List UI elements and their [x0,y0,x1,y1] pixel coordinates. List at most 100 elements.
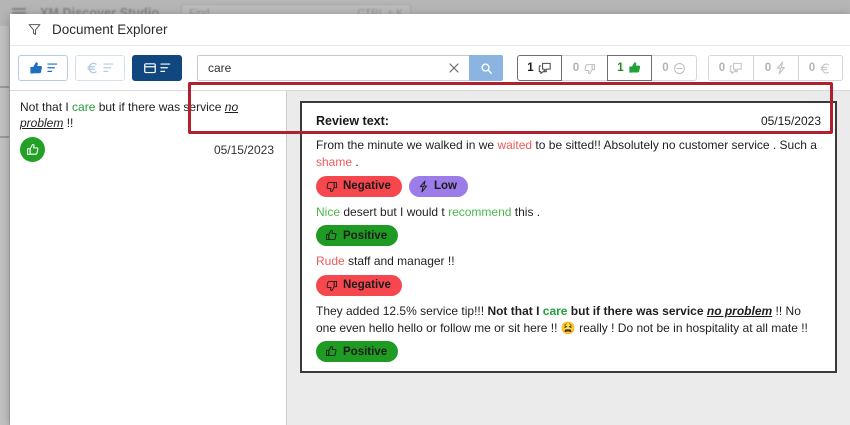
search-icon [480,62,492,74]
status-badge-negative[interactable]: Negative [316,274,402,296]
search-group: care [197,55,503,81]
review-date: 05/15/2023 [760,114,821,128]
chip-neutral-count: 0 [662,62,669,74]
app-left-rail [0,26,10,425]
document-snippet: Not that I care but if there was service… [20,99,274,131]
search-submit-button[interactable] [469,55,503,81]
review-badges: Negative [316,274,821,296]
lightning-bolt-icon [777,61,786,75]
chip-positive-count: 1 [617,62,624,74]
text-part-keyword: care [542,303,568,318]
document-meta-row: 05/15/2023 [20,137,274,163]
minus-circle-icon [673,62,685,74]
document-sentiment-badge [20,137,45,163]
chip-negative-count: 0 [572,62,580,74]
text-part: From the minute we walked in we [316,138,498,152]
review-sentence-text: From the minute we walked in we waited t… [316,137,821,172]
search-input-value: care [208,61,232,75]
thumbs-down-icon [326,181,337,192]
snippet-part: !! [63,116,74,131]
text-part-bold: Not that I [487,303,543,318]
status-badge-effort-low[interactable]: Low [408,175,468,197]
text-part-emphasis: no problem [706,303,773,318]
badge-label: Positive [343,345,388,358]
dialog-title: Document Explorer [52,22,168,37]
badge-label: Low [433,180,457,193]
snippet-part: Not that I [20,100,73,114]
text-part-negative: Rude [316,254,345,269]
document-detail-pane: Review text: 05/15/2023 From the minute … [287,91,850,425]
calendar-icon [144,63,156,74]
thumbs-up-icon [326,346,337,357]
review-label: Review text: [316,114,389,128]
document-explorer-dialog: Document Explorer [10,14,850,425]
chip-effort-all-count: 0 [718,62,726,74]
sort-descending-icon [103,63,114,72]
document-date: 05/15/2023 [213,142,274,157]
sort-descending-icon [160,63,171,72]
chip-negative[interactable]: 0 [562,55,607,81]
badge-label: Negative [343,180,391,193]
text-part-positive: Nice [316,204,341,219]
review-badges: Positive [316,341,821,363]
review-sentence-text: They added 12.5% service tip!!! Not that… [316,303,821,338]
text-part: to be sitted!! Absolutely no customer se… [532,138,817,152]
review-sentence-text: Nice desert but I would t recommend this… [316,204,821,221]
review-sentence-text: Rude staff and manager !! [316,253,821,270]
text-part: !! No one even hello hello or follow me … [316,303,801,335]
snippet-part: but if there was service [95,100,225,114]
thumbs-down-icon [584,63,596,74]
chip-effort-high[interactable]: 0 [753,55,798,81]
review-header: Review text: 05/15/2023 [316,114,821,128]
emoji-icon: 😫 [560,320,576,335]
sort-descending-icon [46,63,57,72]
dialog-header: Document Explorer [10,14,850,46]
text-part: . [352,155,359,170]
review-sentence-block: Rude staff and manager !! Negative [316,253,821,296]
document-list-item[interactable]: Not that I care but if there was service… [10,91,286,170]
review-card: Review text: 05/15/2023 From the minute … [300,101,837,373]
badge-label: Negative [343,279,391,292]
chip-positive[interactable]: 1 [607,55,652,81]
sort-by-effort-button[interactable] [75,55,125,81]
thumbs-up-icon [629,62,640,73]
chip-effort-low[interactable]: 0 [798,55,843,81]
explorer-body: Not that I care but if there was service… [10,90,850,425]
text-part-positive: recommend [448,204,512,219]
status-badge-negative[interactable]: Negative [316,175,402,197]
text-part: really ! Do not be in hospitality at all… [575,320,808,335]
chip-neutral[interactable]: 0 [652,55,697,81]
explorer-toolbar: care 1 [10,46,850,134]
euro-effort-icon [87,62,97,74]
text-part: desert but I would t [340,204,449,219]
review-badges: Positive [316,225,821,247]
review-sentence-block: They added 12.5% service tip!!! Not that… [316,303,821,363]
search-input[interactable]: care [197,55,469,81]
sort-by-date-button[interactable] [132,55,182,81]
badge-label: Positive [343,229,388,242]
sentiment-filter-group: 1 0 1 0 [517,55,697,81]
filter-funnel-icon [28,24,41,36]
text-part-negative: waited [497,138,533,152]
sort-by-sentiment-button[interactable] [18,55,68,81]
thumbs-up-icon [326,230,337,241]
thumbs-down-icon [326,280,337,291]
text-part: this . [511,204,541,219]
chip-effort-low-count: 0 [808,62,816,74]
snippet-keyword: care [72,100,96,114]
chat-bubbles-icon [538,62,551,74]
text-part: They added 12.5% service tip!!! [316,303,488,318]
chip-effort-all[interactable]: 0 [708,55,753,81]
text-part-negative: shame [316,155,353,170]
review-sentence-block: From the minute we walked in we waited t… [316,137,821,197]
document-list-pane: Not that I care but if there was service… [10,91,287,425]
review-sentence-block: Nice desert but I would t recommend this… [316,204,821,247]
close-x-icon[interactable] [447,61,461,75]
text-part-bold: but if there was service [567,303,707,318]
status-badge-positive[interactable]: Positive [316,225,399,247]
chat-bubbles-icon [729,62,742,74]
effort-filter-group: 0 0 0 [708,55,843,81]
snippet-emphasis: no problem [20,100,239,131]
chip-all-sentiment[interactable]: 1 [517,55,562,81]
status-badge-positive[interactable]: Positive [316,341,399,363]
